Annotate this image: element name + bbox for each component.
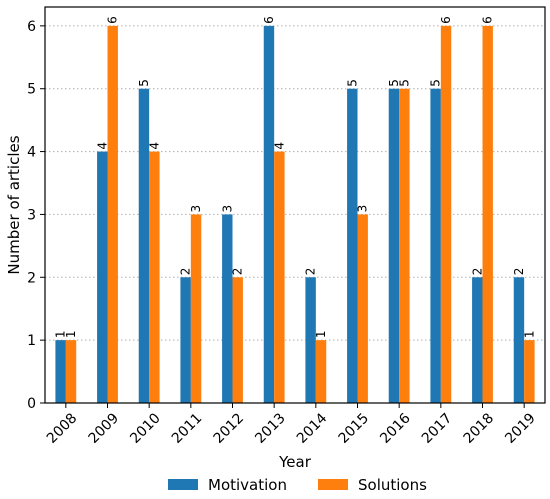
data-label-solutions-2008: 1 [64,331,78,339]
x-tick-label: 2015 [336,410,373,447]
y-axis-ticks: 0 1 2 3 4 5 6 [27,19,45,412]
data-label-solutions-2014: 1 [314,331,328,339]
data-label-motivation-2009: 4 [95,142,109,150]
bar-solutions-2017 [440,25,452,403]
data-label-motivation-2019: 2 [512,268,526,276]
data-label-motivation-2015: 5 [345,79,359,87]
bar-solutions-2013 [274,151,285,403]
data-label-solutions-2019: 1 [522,331,536,339]
grid-lines [45,25,545,341]
bar-motivation-2008 [55,340,66,403]
data-label-motivation-2008: 1 [54,331,68,339]
x-tick-label: 2008 [44,410,81,447]
bar-motivation-2010 [138,88,150,403]
data-label-solutions-2018: 6 [481,16,495,24]
bar-solutions-2009 [107,25,118,403]
x-tick-label: 2017 [419,410,456,447]
bars [55,25,535,403]
bar-motivation-2012 [222,214,233,403]
legend-swatch-solutions [318,479,348,490]
legend: Motivation Solutions [168,476,427,494]
x-tick-label: 2019 [502,410,539,447]
legend-swatch-motivation [168,479,198,490]
data-label-motivation-2012: 3 [220,205,234,213]
bar-motivation-2018 [472,277,483,403]
x-axis-label: Year [278,453,312,471]
bar-solutions-2016 [399,88,410,403]
data-label-solutions-2017: 6 [439,16,453,24]
data-label-motivation-2017: 5 [429,79,443,87]
data-label-solutions-2013: 4 [272,142,286,150]
legend-label-motivation: Motivation [208,476,287,494]
data-label-solutions-2011: 3 [189,205,203,213]
legend-label-solutions: Solutions [358,476,427,494]
x-tick-label: 2010 [127,410,164,447]
y-tick-label: 1 [27,333,36,349]
plot-frame [44,6,546,404]
x-axis-ticks: 2008 2009 2010 2011 2012 2013 2014 2015 2016 2017… [44,403,539,447]
x-tick-label: 2011 [169,410,206,447]
bar-motivation-2009 [97,151,108,403]
bar-motivation-2019 [513,277,525,403]
data-label-solutions-2009: 6 [106,16,120,24]
y-axis-label: Number of articles [5,135,23,274]
x-tick-label: 2018 [461,410,498,447]
x-tick-label: 2013 [252,410,289,447]
bar-motivation-2017 [430,88,441,403]
data-label-motivation-2013: 6 [262,16,276,24]
bar-solutions-2014 [315,340,327,403]
y-tick-label: 0 [27,396,36,412]
bar-motivation-2016 [388,88,400,403]
data-label-motivation-2018: 2 [470,268,484,276]
data-label-motivation-2010: 5 [137,79,151,87]
y-tick-label: 4 [27,145,36,161]
bar-motivation-2015 [347,88,358,403]
data-label-solutions-2016: 5 [397,79,411,87]
y-tick-label: 2 [27,270,36,286]
data-label-solutions-2012: 2 [231,268,245,276]
bar-motivation-2013 [263,25,275,403]
data-label-solutions-2015: 3 [356,205,370,213]
y-tick-label: 3 [27,207,36,223]
data-label-solutions-2010: 4 [147,142,161,150]
data-label-motivation-2014: 2 [304,268,318,276]
data-label-motivation-2011: 2 [179,268,193,276]
bar-motivation-2014 [305,277,316,403]
y-tick-label: 5 [27,82,36,98]
bar-solutions-2011 [190,214,202,403]
bar-motivation-2011 [180,277,191,403]
x-tick-label: 2009 [86,410,123,447]
data-label-motivation-2016: 5 [387,79,401,87]
x-tick-label: 2012 [211,410,248,447]
bar-solutions-2018 [482,25,493,403]
bar-solutions-2019 [524,340,535,403]
bar-solutions-2015 [357,214,368,403]
x-tick-label: 2014 [294,410,331,447]
bar-solutions-2008 [65,340,77,403]
x-tick-label: 2016 [377,410,414,447]
y-tick-label: 6 [27,19,36,35]
bar-solutions-2012 [232,277,243,403]
bar-solutions-2010 [149,151,160,403]
